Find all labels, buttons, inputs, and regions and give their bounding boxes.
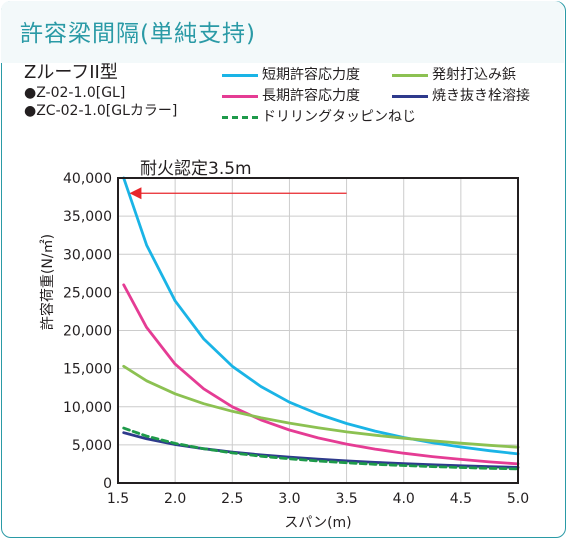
legend-label-drilling-screw: ドリリングタッピンねじ [262,109,416,125]
x-axis-title: スパン(m) [284,515,352,531]
series-line-4 [122,426,520,471]
fire-rating-arrow-head [129,187,142,200]
x-tick-label: 4.0 [393,491,415,507]
legend-swatch-plug-weld [392,95,428,98]
product-spec-gl: ●Z-02-1.0[GL] [24,85,126,101]
series-line-0 [122,176,520,456]
x-tick-label: 5.0 [507,491,529,507]
product-spec-gl-color: ●ZC-02-1.0[GLカラー] [24,103,178,119]
y-tick-label: 15,000 [63,362,112,378]
y-tick-label: 20,000 [63,324,112,340]
series-line-1 [122,283,520,466]
y-tick-label: 40,000 [63,171,112,187]
y-tick-label: 0 [103,476,112,492]
plot-frame [117,177,519,484]
legend-label-plug-weld: 焼き抜き栓溶接 [432,88,530,104]
product-block: ZルーフII型 ●Z-02-1.0[GL] ●ZC-02-1.0[GLカラー] [24,62,177,120]
x-tick-label: 3.0 [278,491,300,507]
fire-rating-annotation: 耐火認定3.5m [140,159,252,179]
title-band [1,1,564,63]
x-tick-label: 3.5 [335,491,357,507]
legend-label-powder-nail: 発射打込み鋲 [432,67,516,83]
y-tick-label: 10,000 [63,400,112,416]
page-title: 許容梁間隔(単純支持) [20,21,256,47]
legend-swatch-long-term [222,95,258,98]
y-axis-title: 許容荷重(N/㎡) [40,233,56,331]
series-line-2 [122,364,520,449]
legend-label-short-term: 短期許容応力度 [262,67,360,83]
y-tick-label: 5,000 [72,438,112,454]
y-tick-label: 35,000 [63,209,112,225]
y-tick-label: 25,000 [63,285,112,301]
x-tick-label: 4.5 [450,491,472,507]
x-tick-label: 2.5 [221,491,243,507]
legend-swatch-powder-nail [392,74,428,77]
x-tick-label: 1.5 [107,491,129,507]
legend-label-long-term: 長期許容応力度 [262,88,360,104]
product-name: ZルーフII型 [24,62,118,83]
x-tick-label: 2.0 [164,491,186,507]
legend-swatch-drilling-screw [222,116,258,119]
y-tick-label: 30,000 [63,247,112,263]
legend-swatch-short-term [222,74,258,77]
